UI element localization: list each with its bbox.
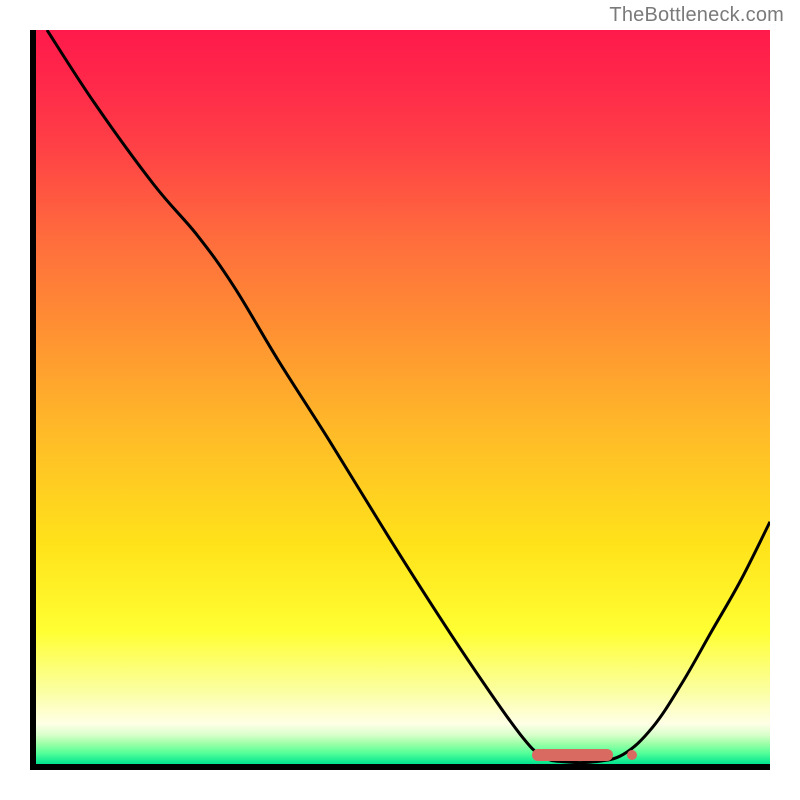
optimal-range-dot bbox=[627, 750, 637, 760]
attribution-text: TheBottleneck.com bbox=[609, 4, 784, 27]
plot-area bbox=[36, 30, 770, 764]
plot-frame bbox=[30, 30, 770, 770]
gradient-background bbox=[36, 30, 770, 764]
optimal-range-bar bbox=[532, 749, 613, 761]
